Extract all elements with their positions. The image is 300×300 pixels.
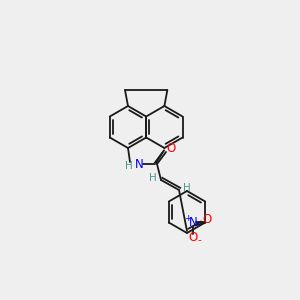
Text: H: H <box>125 161 133 171</box>
Text: H: H <box>149 173 157 183</box>
Text: O: O <box>167 142 176 155</box>
Text: O: O <box>189 231 198 244</box>
Text: N: N <box>189 216 198 229</box>
Text: -: - <box>197 236 201 245</box>
Text: N: N <box>135 158 143 170</box>
Text: +: + <box>184 214 192 223</box>
Text: O: O <box>202 213 212 226</box>
Text: H: H <box>183 183 191 193</box>
